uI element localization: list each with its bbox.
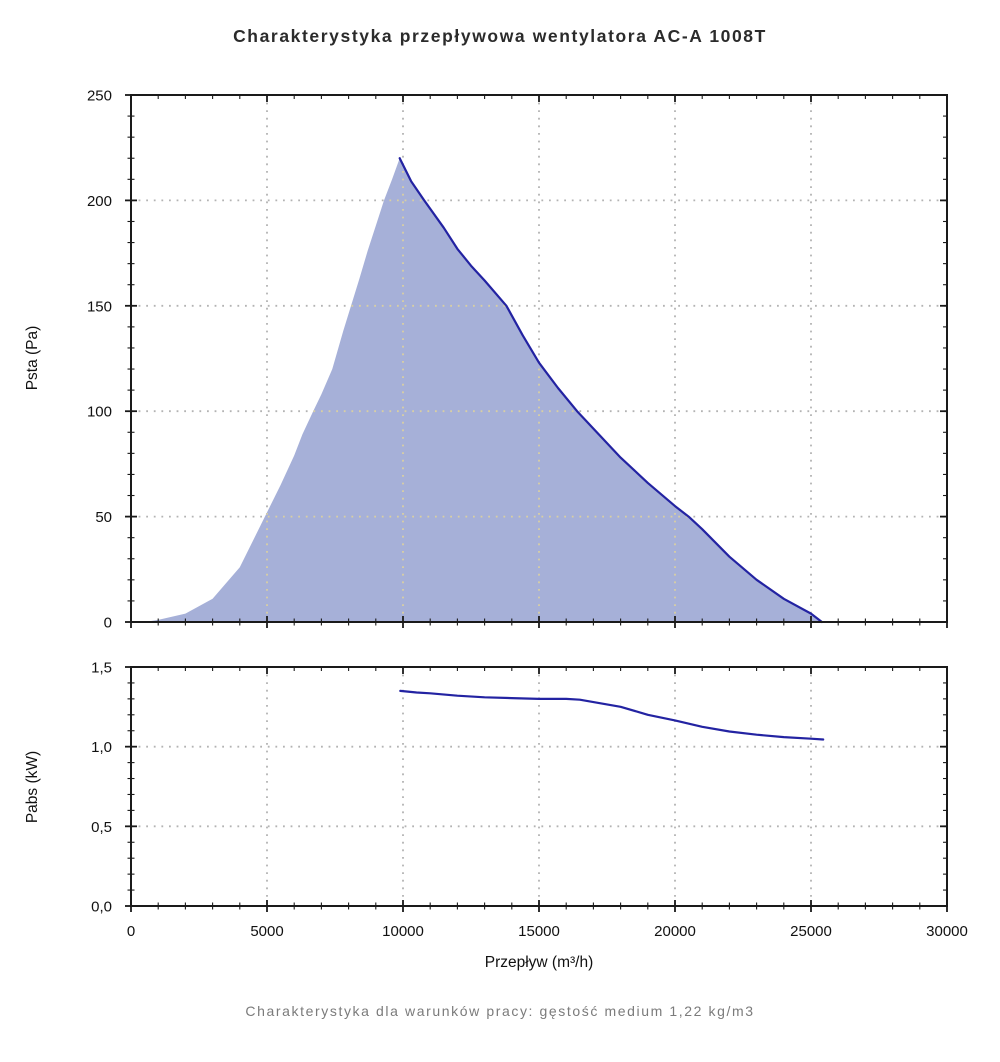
Pabs-line: [399, 689, 825, 741]
y-tick-label: 200: [87, 193, 112, 210]
y-tick-label: 0,0: [91, 899, 112, 916]
psta-axis-label: Psta (Pa): [24, 325, 41, 391]
x-tick-label: 10000: [382, 923, 424, 940]
chart-title: Charakterystyka przepływowa wentylatora …: [233, 26, 767, 46]
y-tick-label: 1,0: [91, 739, 112, 756]
y-tick-label: 150: [87, 298, 112, 315]
y-tick-label: 100: [87, 404, 112, 421]
pabs-axis-label: Pabs (kW): [24, 750, 41, 824]
y-tick-label: 1,5: [91, 660, 112, 677]
absorbed-power-curve: 0,0 0,5 1,0 1,5 0 5000 10000 15000 20000 25000 300…: [91, 660, 968, 941]
y-tick-label: 250: [87, 88, 112, 105]
x-tick-label: 0: [127, 923, 135, 940]
x-tick-label: 15000: [518, 923, 560, 940]
x-tick-label: 20000: [654, 923, 696, 940]
operating-area-fill: [144, 158, 822, 622]
y-tick-label: 0,5: [91, 819, 112, 836]
static-pressure-curve: 0 50 100 150 200 250: [87, 88, 948, 632]
Psta-line: [398, 157, 823, 624]
x-tick-label: 5000: [250, 923, 283, 940]
plot-border: [130, 666, 948, 907]
x-tick-label: 30000: [926, 923, 968, 940]
y-tick-label: 50: [95, 509, 112, 526]
y-tick-label: 0: [104, 615, 112, 632]
flow-axis-label: Przepływ (m³/h): [484, 954, 594, 971]
x-tick-label: 25000: [790, 923, 832, 940]
footer-note: Charakterystyka dla warunków pracy: gęst…: [245, 1003, 755, 1019]
